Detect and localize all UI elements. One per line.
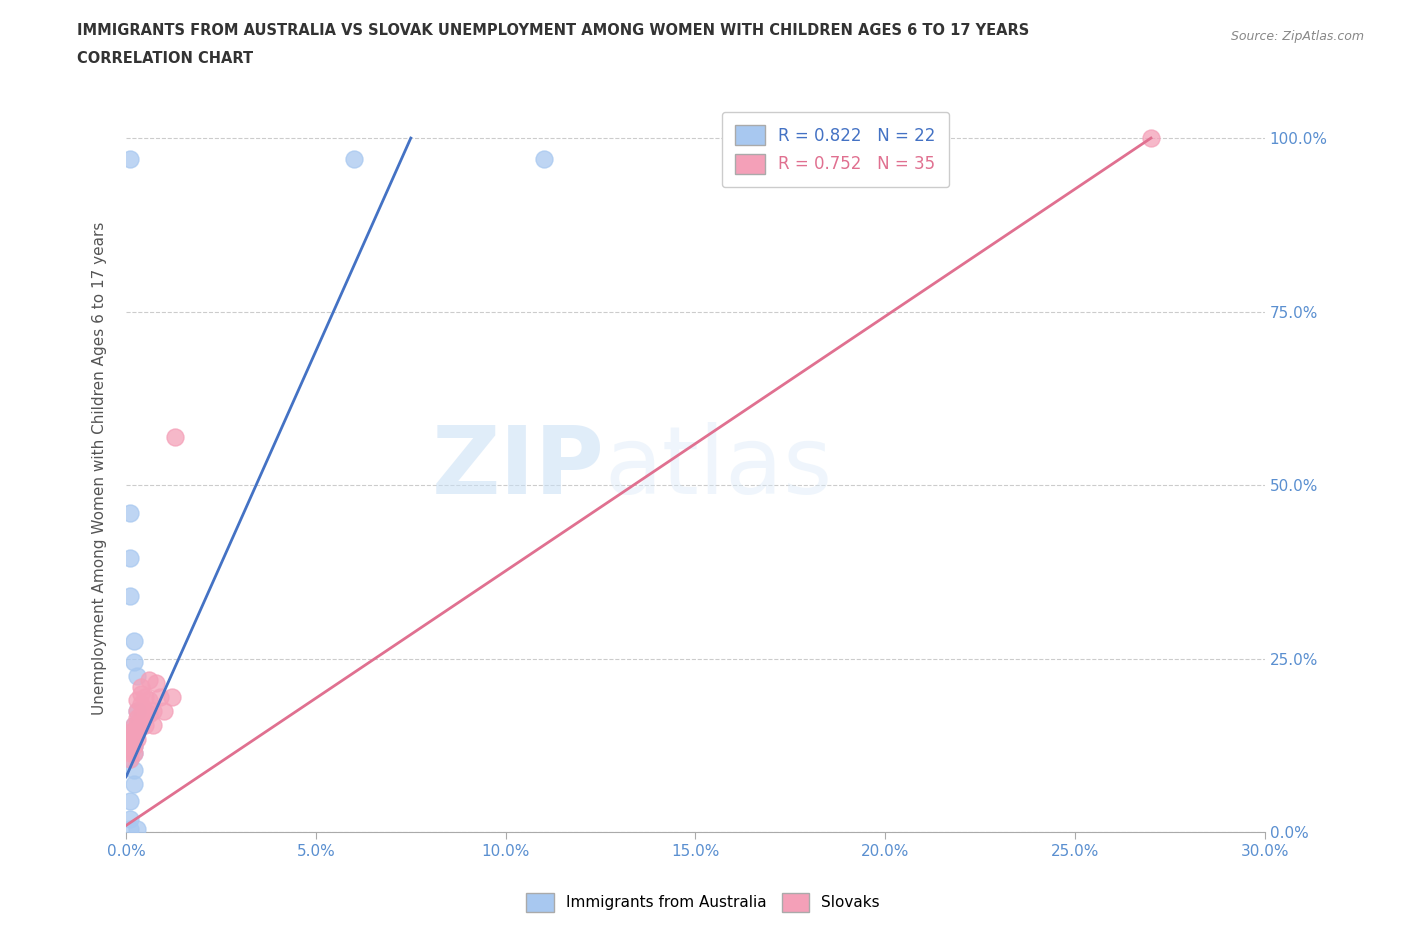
- Point: [129, 679, 152, 694]
- Point: [122, 717, 145, 732]
- Point: [122, 634, 145, 649]
- Point: [127, 669, 149, 684]
- Point: [127, 717, 149, 732]
- Point: [145, 676, 167, 691]
- Point: [127, 703, 149, 718]
- Point: [127, 821, 149, 836]
- Text: ZIP: ZIP: [432, 422, 605, 514]
- Point: [122, 738, 145, 753]
- Point: [134, 689, 156, 704]
- Point: [118, 724, 141, 739]
- Point: [118, 745, 141, 760]
- Text: Source: ZipAtlas.com: Source: ZipAtlas.com: [1230, 30, 1364, 43]
- Legend: R = 0.822   N = 22, R = 0.752   N = 35: R = 0.822 N = 22, R = 0.752 N = 35: [721, 112, 949, 187]
- Point: [122, 763, 145, 777]
- Point: [118, 752, 141, 767]
- Point: [1140, 130, 1163, 145]
- Point: [142, 717, 165, 732]
- Point: [533, 152, 555, 166]
- Legend: Immigrants from Australia, Slovaks: Immigrants from Australia, Slovaks: [520, 887, 886, 918]
- Point: [122, 728, 145, 743]
- Point: [122, 777, 145, 791]
- Point: [122, 731, 145, 746]
- Point: [138, 707, 160, 722]
- Point: [118, 811, 141, 826]
- Point: [129, 686, 152, 701]
- Point: [138, 672, 160, 687]
- Point: [118, 506, 141, 521]
- Point: [127, 703, 149, 718]
- Point: [122, 738, 145, 753]
- Point: [343, 152, 366, 166]
- Point: [122, 745, 145, 760]
- Point: [122, 717, 145, 732]
- Point: [134, 717, 156, 732]
- Point: [129, 697, 152, 711]
- Point: [118, 152, 141, 166]
- Point: [127, 731, 149, 746]
- Text: atlas: atlas: [605, 422, 832, 514]
- Text: IMMIGRANTS FROM AUSTRALIA VS SLOVAK UNEMPLOYMENT AMONG WOMEN WITH CHILDREN AGES : IMMIGRANTS FROM AUSTRALIA VS SLOVAK UNEM…: [77, 23, 1029, 38]
- Text: CORRELATION CHART: CORRELATION CHART: [77, 51, 253, 66]
- Point: [127, 711, 149, 725]
- Point: [153, 703, 176, 718]
- Point: [118, 821, 141, 836]
- Point: [118, 551, 141, 565]
- Point: [160, 689, 183, 704]
- Point: [127, 724, 149, 739]
- Point: [122, 745, 145, 760]
- Point: [129, 707, 152, 722]
- Point: [118, 738, 141, 753]
- Point: [129, 717, 152, 732]
- Point: [122, 724, 145, 739]
- Point: [122, 655, 145, 670]
- Point: [118, 589, 141, 604]
- Point: [149, 689, 172, 704]
- Point: [118, 752, 141, 767]
- Point: [134, 703, 156, 718]
- Point: [118, 731, 141, 746]
- Point: [122, 731, 145, 746]
- Point: [127, 693, 149, 708]
- Point: [118, 793, 141, 808]
- Point: [165, 429, 187, 444]
- Point: [138, 693, 160, 708]
- Y-axis label: Unemployment Among Women with Children Ages 6 to 17 years: Unemployment Among Women with Children A…: [93, 221, 107, 714]
- Point: [142, 703, 165, 718]
